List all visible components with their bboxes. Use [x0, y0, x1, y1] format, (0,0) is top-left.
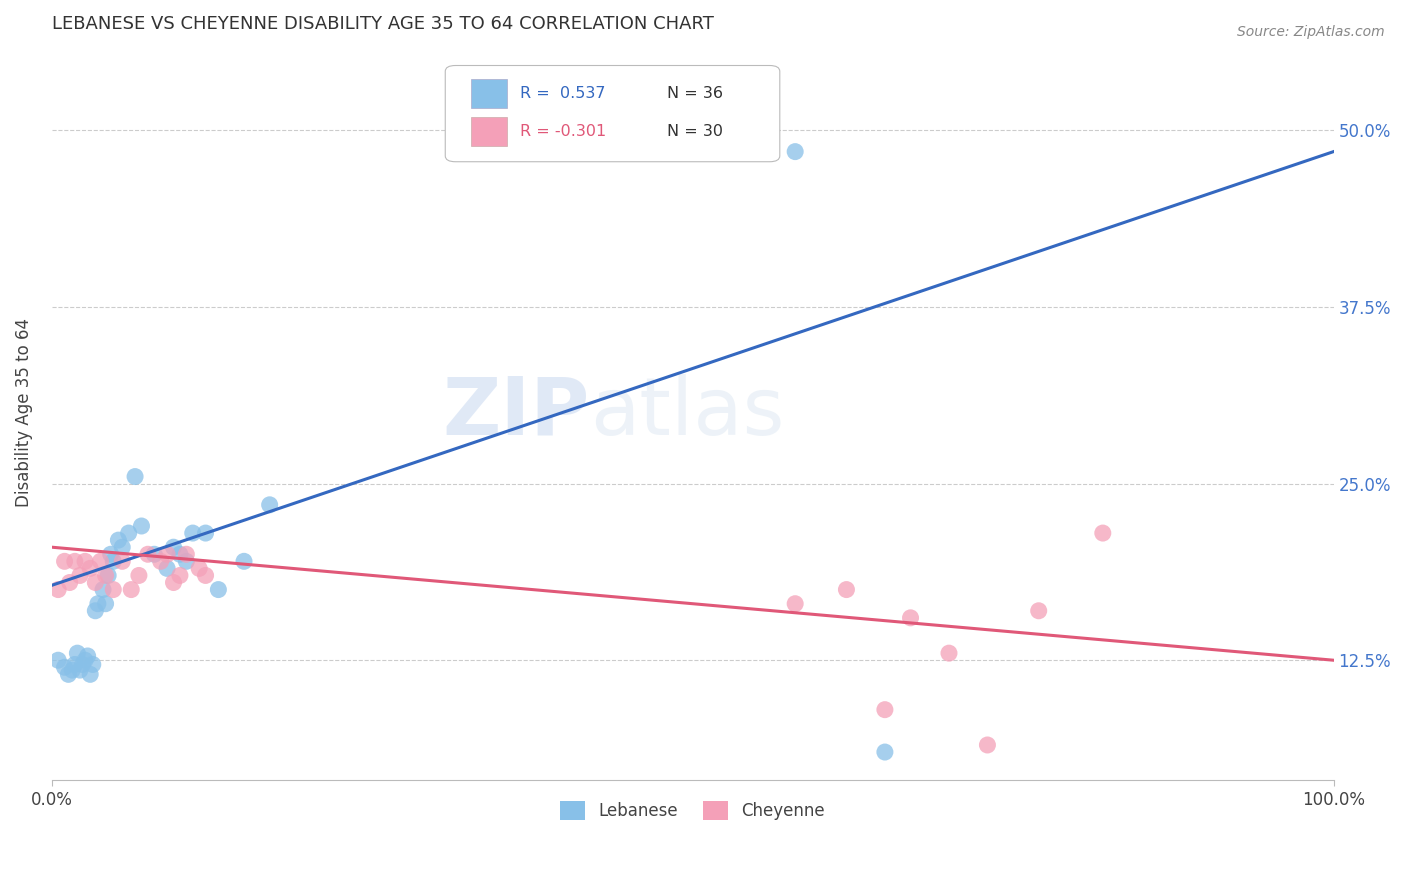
Point — [87, 597, 110, 611]
Point — [976, 738, 998, 752]
Point — [169, 547, 191, 561]
Point — [169, 568, 191, 582]
Legend: Lebanese, Cheyenne: Lebanese, Cheyenne — [554, 795, 832, 827]
Point — [53, 554, 76, 568]
Point — [66, 646, 89, 660]
Point — [131, 519, 153, 533]
Point — [111, 540, 134, 554]
Point — [103, 582, 125, 597]
Point — [100, 547, 122, 561]
Point — [94, 568, 117, 582]
Point — [84, 604, 107, 618]
Point — [785, 597, 807, 611]
Point — [69, 663, 91, 677]
Point — [143, 547, 166, 561]
Point — [60, 663, 83, 677]
Point — [79, 561, 101, 575]
Point — [124, 469, 146, 483]
Point — [900, 611, 922, 625]
FancyBboxPatch shape — [471, 117, 506, 146]
Point — [75, 554, 97, 568]
Point — [75, 653, 97, 667]
Point — [107, 533, 129, 548]
FancyBboxPatch shape — [471, 78, 506, 108]
Point — [89, 554, 111, 568]
Text: LEBANESE VS CHEYENNE DISABILITY AGE 35 TO 64 CORRELATION CHART: LEBANESE VS CHEYENNE DISABILITY AGE 35 T… — [52, 15, 714, 33]
Point — [103, 554, 125, 568]
Point — [1091, 526, 1114, 541]
Point — [69, 568, 91, 582]
FancyBboxPatch shape — [446, 65, 780, 161]
Point — [63, 657, 86, 672]
Point — [53, 660, 76, 674]
Point — [58, 667, 80, 681]
Y-axis label: Disability Age 35 to 64: Disability Age 35 to 64 — [15, 318, 32, 508]
Point — [94, 597, 117, 611]
Point — [63, 554, 86, 568]
Point — [938, 646, 960, 660]
Text: Source: ZipAtlas.com: Source: ZipAtlas.com — [1237, 25, 1385, 39]
Text: atlas: atlas — [591, 374, 785, 452]
Point — [118, 526, 141, 541]
Point — [1028, 604, 1050, 618]
Point — [873, 703, 896, 717]
Point — [785, 145, 807, 159]
Point — [233, 554, 256, 568]
Point — [162, 540, 184, 554]
Point — [79, 667, 101, 681]
Point — [835, 582, 858, 597]
Point — [259, 498, 281, 512]
Point — [76, 648, 98, 663]
Point — [128, 568, 150, 582]
Point — [162, 575, 184, 590]
Point — [120, 582, 142, 597]
Point — [97, 568, 120, 582]
Point — [194, 568, 217, 582]
Text: R =  0.537: R = 0.537 — [520, 86, 605, 101]
Point — [82, 657, 104, 672]
Point — [111, 554, 134, 568]
Point — [91, 582, 114, 597]
Point — [156, 547, 179, 561]
Point — [156, 561, 179, 575]
Point — [84, 575, 107, 590]
Point — [149, 554, 172, 568]
Point — [194, 526, 217, 541]
Text: N = 30: N = 30 — [666, 124, 723, 139]
Text: ZIP: ZIP — [443, 374, 591, 452]
Point — [181, 526, 204, 541]
Text: N = 36: N = 36 — [666, 86, 723, 101]
Point — [873, 745, 896, 759]
Point — [188, 561, 211, 575]
Text: R = -0.301: R = -0.301 — [520, 124, 606, 139]
Point — [46, 653, 69, 667]
Point — [59, 575, 82, 590]
Point — [176, 547, 198, 561]
Point — [46, 582, 69, 597]
Point — [207, 582, 229, 597]
Point — [136, 547, 159, 561]
Point — [72, 657, 94, 672]
Point — [176, 554, 198, 568]
